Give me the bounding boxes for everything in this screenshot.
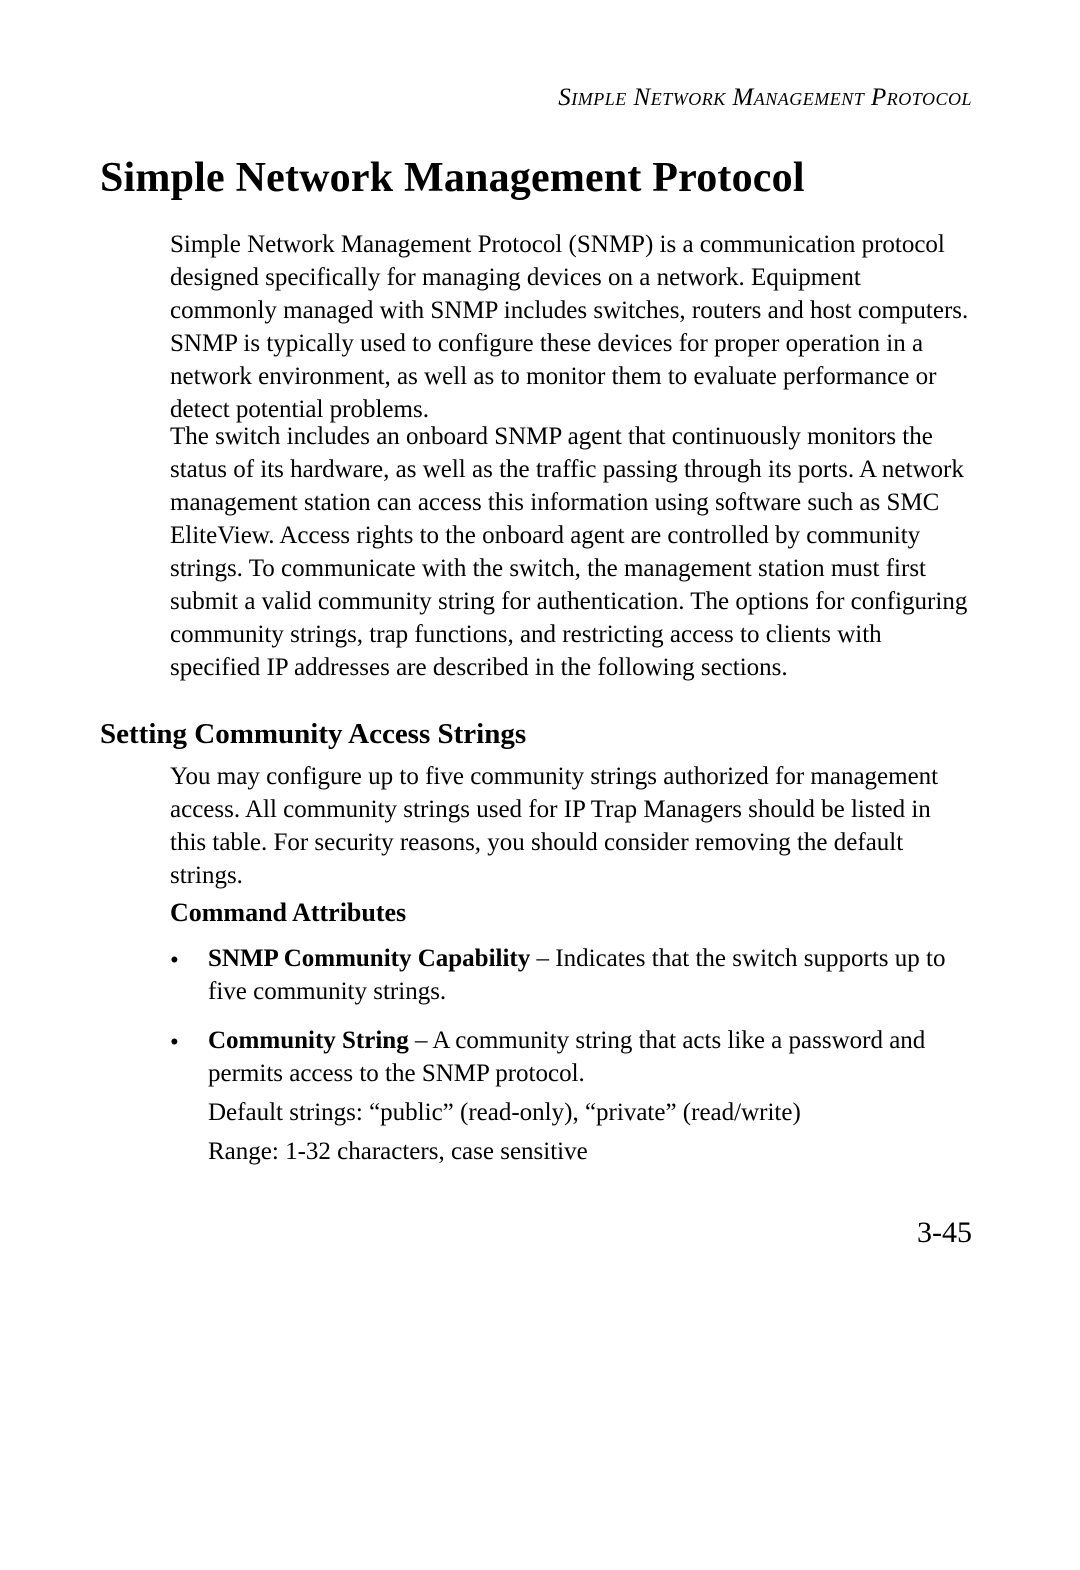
list-item-body: SNMP Community Capability – Indicates th… [208, 942, 972, 1008]
page-number: 3-45 [917, 1216, 972, 1250]
list-item-term: SNMP Community Capability [208, 945, 530, 972]
paragraph-1: Simple Network Management Protocol (SNMP… [170, 228, 972, 426]
list-item: •Community String – A community string t… [170, 1024, 972, 1168]
paragraph-3: You may configure up to five community s… [170, 760, 972, 892]
list-item-body: Community String – A community string th… [208, 1024, 972, 1168]
page-title: Simple Network Management Protocol [100, 154, 805, 202]
paragraph-2: The switch includes an onboard SNMP agen… [170, 420, 972, 684]
list-item-subline: Default strings: “public” (read-only), “… [208, 1096, 972, 1129]
subsection-heading: Command Attributes [170, 898, 406, 928]
bullet-marker: • [170, 942, 208, 1008]
section-heading: Setting Community Access Strings [100, 718, 526, 751]
bullet-list: •SNMP Community Capability – Indicates t… [170, 942, 972, 1184]
list-item-subline: Range: 1-32 characters, case sensitive [208, 1135, 972, 1168]
list-item: •SNMP Community Capability – Indicates t… [170, 942, 972, 1008]
page: Simple Network Management Protocol Simpl… [0, 0, 1080, 1570]
bullet-marker: • [170, 1024, 208, 1168]
running-head: Simple Network Management Protocol [558, 84, 972, 112]
list-item-term: Community String [208, 1027, 409, 1054]
